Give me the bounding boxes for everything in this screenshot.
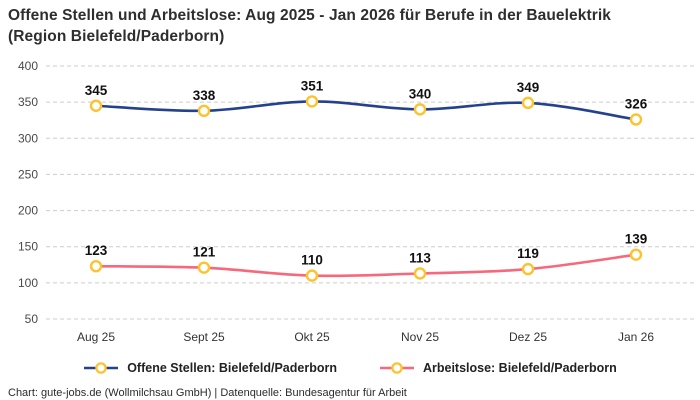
data-point-marker	[197, 104, 211, 118]
legend-line-marker-icon	[379, 362, 414, 374]
y-tick-label: 50	[25, 312, 39, 326]
y-tick-label: 150	[18, 240, 38, 254]
x-tick-label: Jan 26	[618, 330, 654, 344]
chart-header: Offene Stellen und Arbeitslose: Aug 2025…	[8, 5, 692, 47]
data-value-label: 119	[517, 246, 539, 261]
data-point-marker	[197, 261, 211, 274]
data-point-marker	[305, 95, 319, 108]
y-tick-label: 100	[18, 276, 38, 290]
y-tick-label: 200	[18, 204, 38, 218]
x-tick-label: Sept 25	[183, 330, 225, 344]
x-tick-label: Dez 25	[509, 330, 547, 344]
data-point-marker	[305, 269, 319, 282]
chart-legend: Offene Stellen: Bielefeld/Paderborn Arbei…	[0, 357, 700, 379]
y-tick-label: 250	[18, 167, 38, 181]
data-value-label: 338	[193, 88, 216, 103]
x-tick-label: Nov 25	[401, 330, 439, 344]
data-point-marker	[521, 262, 535, 276]
series-line	[94, 100, 638, 121]
y-tick-label: 350	[18, 95, 38, 109]
legend-line-marker-icon	[84, 362, 119, 374]
data-value-label: 340	[409, 86, 432, 101]
credit-text: Chart: gute-jobs.de (Wollmilchsau GmbH) …	[8, 387, 407, 399]
line-chart-svg: 400 350 300 250 200 150 100 50 Aug 25 Sept 25 Okt …	[18, 59, 697, 344]
data-value-label: 345	[85, 83, 108, 98]
data-point-marker	[89, 99, 103, 112]
data-point-marker	[629, 113, 643, 126]
data-value-label: 123	[85, 243, 108, 258]
data-point-marker	[629, 248, 643, 261]
chart-title: Offene Stellen und Arbeitslose: Aug 2025…	[8, 5, 692, 47]
legend-label: Arbeitslose: Bielefeld/Paderborn	[422, 361, 617, 375]
chart-title-line2: (Region Bielefeld/Paderborn)	[8, 28, 225, 45]
y-tick-label: 300	[18, 131, 38, 145]
y-tick-label: 400	[18, 59, 38, 73]
x-tick-label: Okt 25	[294, 330, 330, 344]
data-value-label: 139	[625, 232, 648, 247]
data-value-label: 349	[517, 80, 540, 95]
data-point-marker	[413, 103, 427, 116]
legend-item-offene-stellen: Offene Stellen: Bielefeld/Paderborn	[83, 361, 337, 375]
data-value-label: 110	[301, 253, 323, 268]
x-tick-label: Aug 25	[77, 330, 115, 344]
legend-label: Offene Stellen: Bielefeld/Paderborn	[127, 361, 337, 375]
series-line	[94, 253, 638, 278]
chart-title-line1: Offene Stellen und Arbeitslose: Aug 2025…	[8, 7, 612, 24]
data-value-label: 351	[301, 78, 324, 93]
legend-item-arbeitslose: Arbeitslose: Bielefeld/Paderborn	[379, 361, 617, 375]
data-value-label: 121	[193, 245, 216, 260]
data-value-label: 326	[625, 96, 648, 111]
chart-footer: Chart: gute-jobs.de (Wollmilchsau GmbH) …	[8, 383, 692, 400]
data-point-marker	[521, 96, 535, 110]
chart-plot-area: 400 350 300 250 200 150 100 50 Aug 25 Sept 25 Okt …	[0, 55, 700, 345]
data-value-label: 113	[409, 250, 431, 265]
data-point-marker	[413, 267, 427, 280]
data-point-marker	[89, 260, 103, 273]
